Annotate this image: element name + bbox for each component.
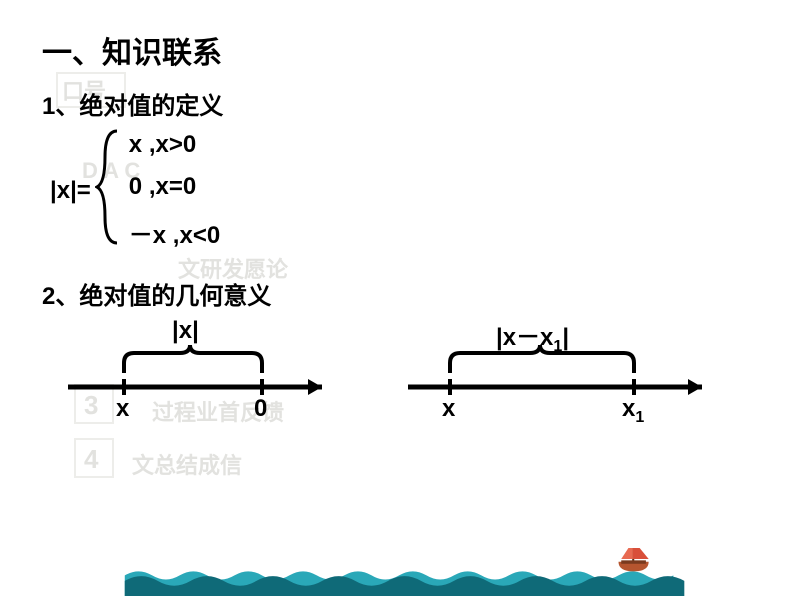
sea-decoration: [0, 548, 794, 596]
slide-content: 一、知识联系 1、绝对值的定义 |x|= x ,x>0 0 ,x=0 －x ,x…: [0, 0, 794, 461]
case-2: 0 ,x=0: [129, 173, 220, 201]
d1-top-label: |x|: [172, 317, 199, 345]
main-title: 一、知识联系: [42, 28, 752, 72]
case-1: x ,x>0: [129, 131, 220, 159]
d2-left-label: x: [442, 395, 455, 423]
diagram-abs-x: |x| x 0: [62, 323, 342, 433]
d2-right-label: x1: [622, 395, 644, 427]
diagram-abs-x-x1: |x－x1| x x1: [402, 323, 722, 433]
piecewise-definition: |x|= x ,x>0 0 ,x=0 －x ,x<0: [50, 127, 752, 254]
section1-heading: 1、绝对值的定义: [42, 86, 752, 121]
d2-top-label: |x－x1|: [496, 317, 569, 356]
section2-heading: 2、绝对值的几何意义: [42, 276, 752, 311]
brace-icon: [95, 127, 123, 254]
d1-left-label: x: [116, 395, 129, 423]
number-line-diagrams: |x| x 0 |x－x1|: [62, 323, 752, 433]
case-3: －x ,x<0: [129, 215, 220, 250]
lhs-label: |x|=: [50, 177, 91, 205]
d1-right-label: 0: [254, 395, 267, 423]
